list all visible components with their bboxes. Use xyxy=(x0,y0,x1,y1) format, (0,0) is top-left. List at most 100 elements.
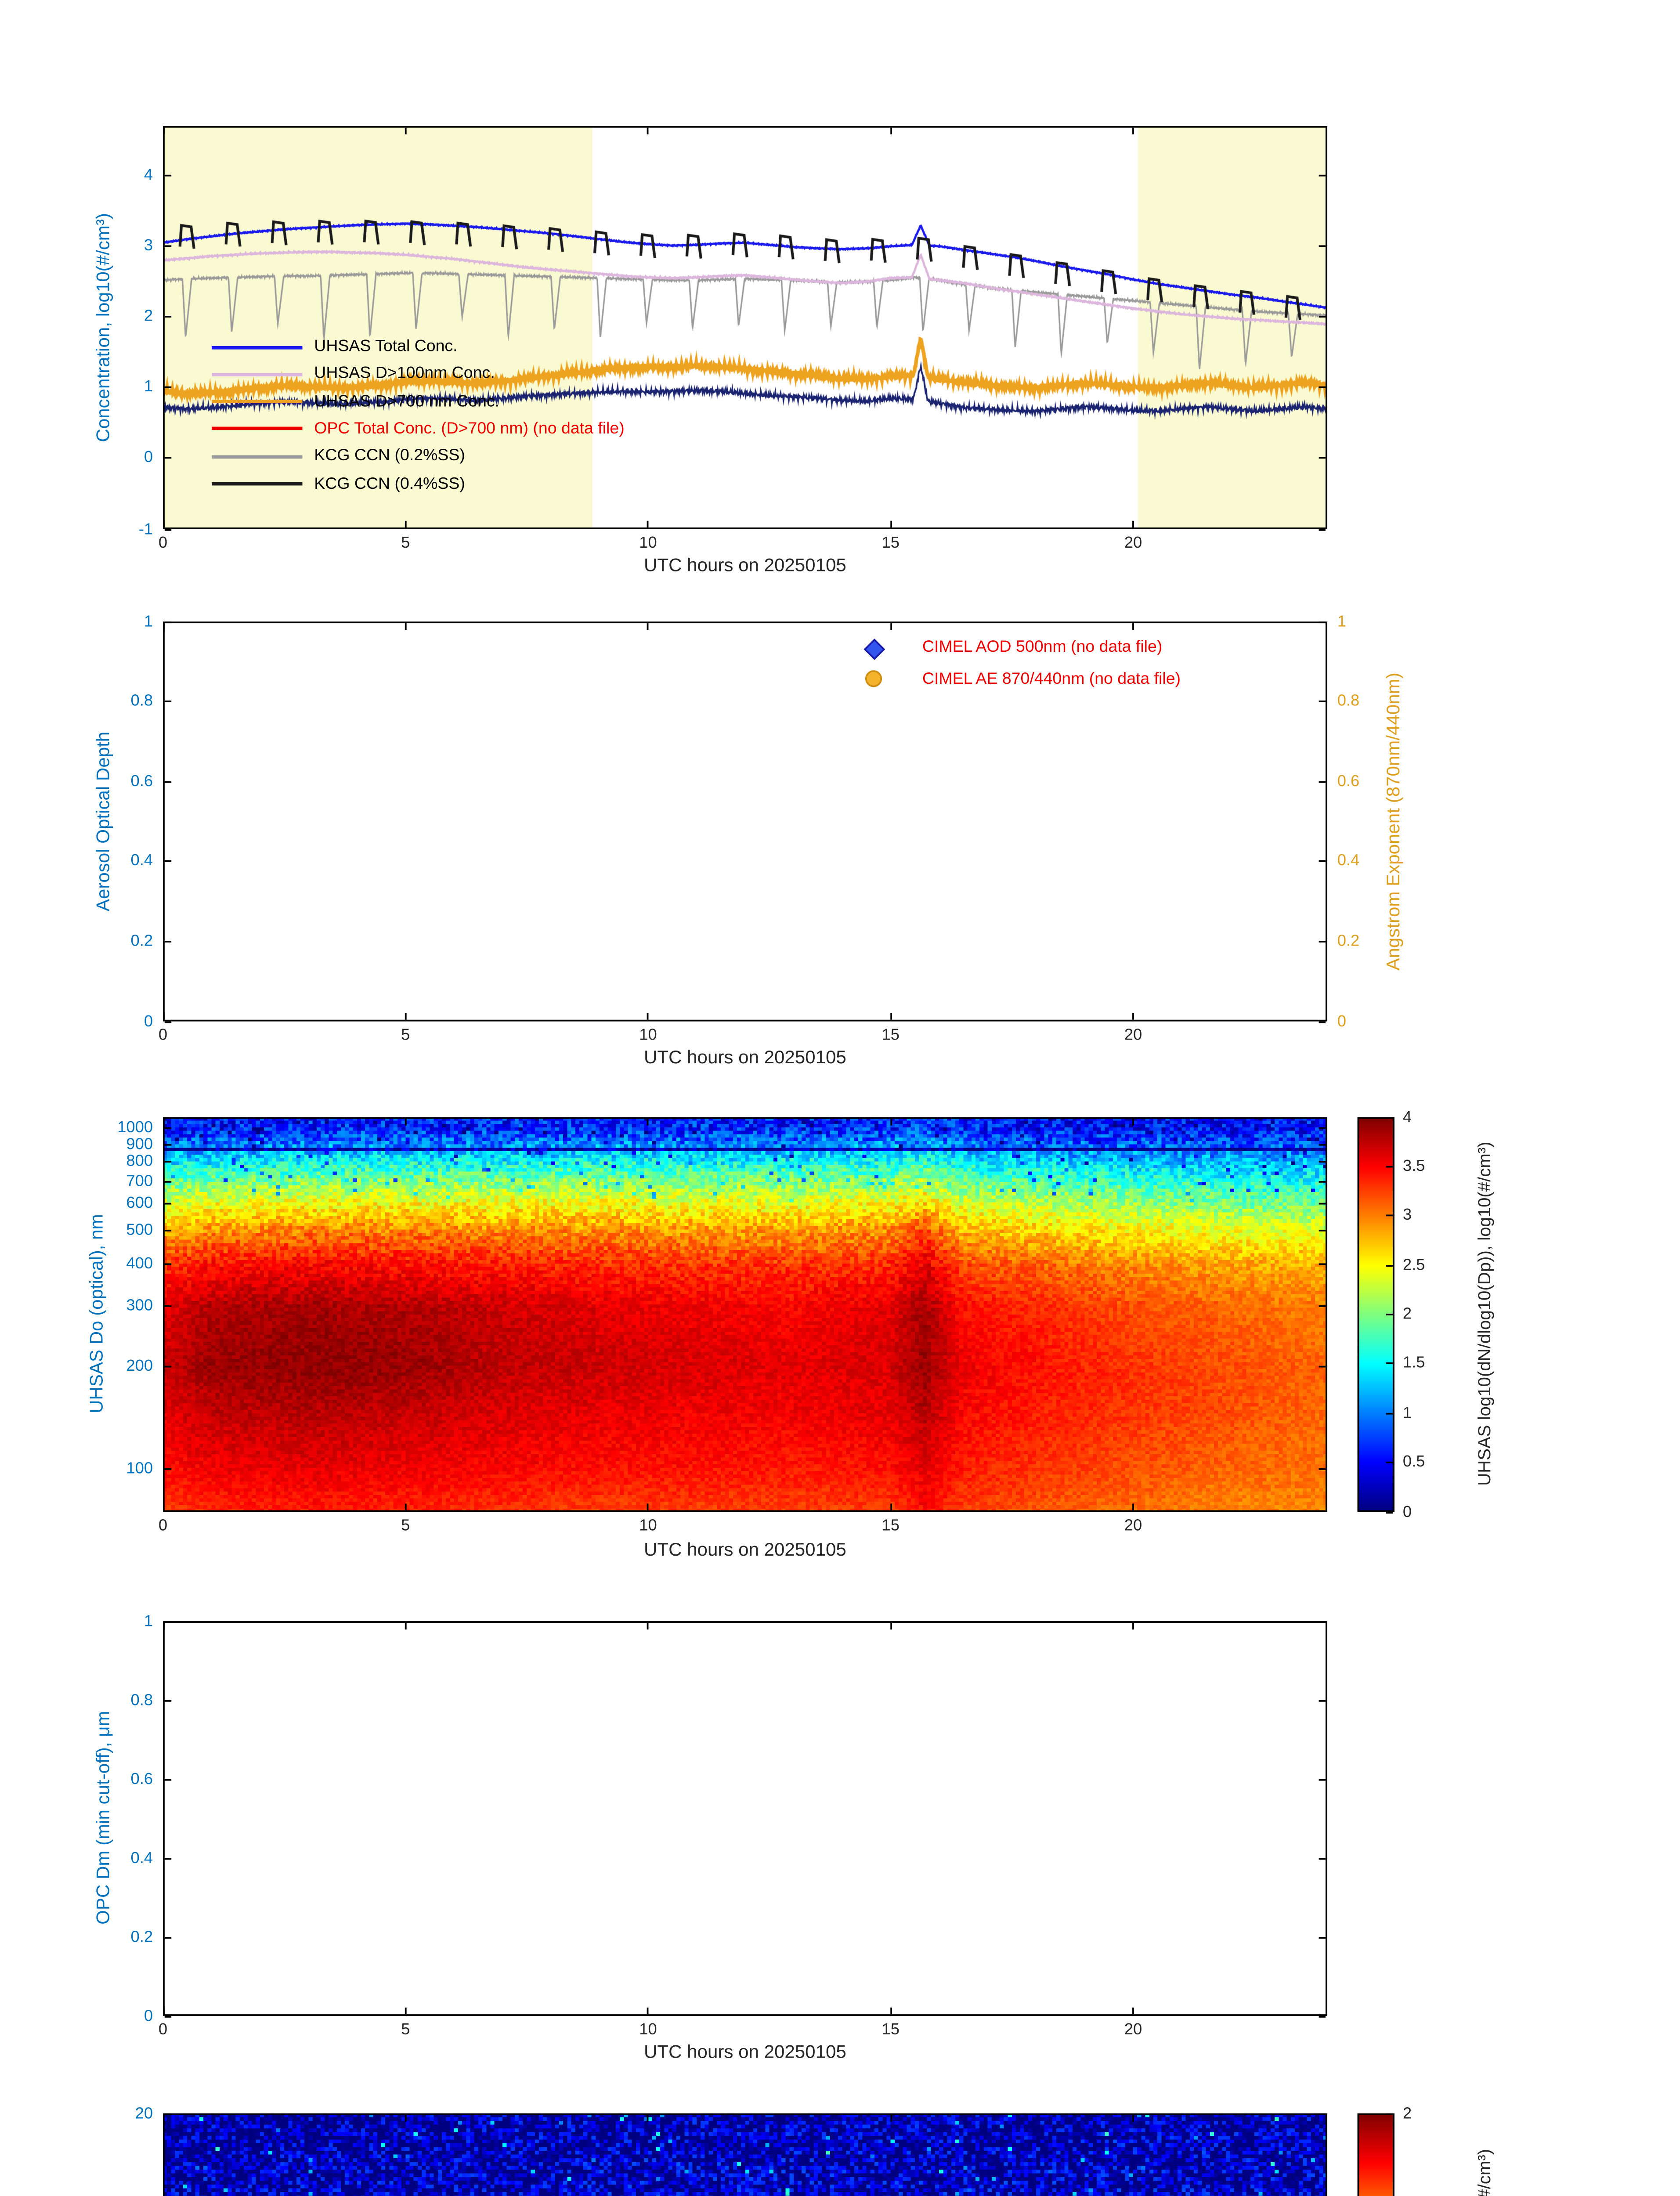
concentration-legend: UHSAS Total Conc. UHSAS D>100nm Conc. UHSA… xyxy=(211,336,649,504)
legend-label: KCG CCN (0.4%SS) xyxy=(314,474,465,493)
colorbar-tick-mark xyxy=(1386,1264,1393,1266)
aps-colorbar-label: APS log10(dN/dlog10(Dp)), log10(#/cm³) xyxy=(1475,2149,1495,2196)
x-tick-mark xyxy=(1132,2115,1134,2122)
y-tick-mark xyxy=(164,1143,172,1145)
y-tick-label: 4 xyxy=(144,166,153,185)
x-tick-mark xyxy=(162,1119,164,1126)
x-tick-label: 5 xyxy=(401,2021,410,2040)
p2-right-y-axis-label: Angstrom Exponent (870nm/440nm) xyxy=(1384,672,1405,971)
colorbar-tick-mark xyxy=(1386,1116,1393,1118)
y-tick-label: 0 xyxy=(144,449,153,468)
y-tick-mark xyxy=(164,528,172,530)
y-tick-label: 0 xyxy=(144,2006,153,2026)
y-tick-mark xyxy=(1319,1778,1326,1780)
x-tick-mark xyxy=(405,1013,407,1020)
y-tick-label: 0.4 xyxy=(130,1849,153,1867)
y-tick-label: 700 xyxy=(126,1172,153,1191)
y-tick-mark xyxy=(1319,2015,1326,2017)
y-tick-label: 0.2 xyxy=(130,932,153,951)
y-tick-label: 0.6 xyxy=(130,772,153,791)
x-tick-label: 5 xyxy=(401,534,410,553)
y-tick-label: 200 xyxy=(126,1357,153,1376)
x-tick-label: 10 xyxy=(639,534,657,553)
x-tick-mark xyxy=(889,623,892,630)
p3-x-axis-label: UTC hours on 20250105 xyxy=(643,1540,846,1561)
y-tick-mark xyxy=(164,621,172,623)
x-tick-label: 10 xyxy=(639,1026,657,1045)
x-tick-mark xyxy=(405,127,407,134)
y-tick-label: 1 xyxy=(144,1612,153,1631)
y-tick-mark xyxy=(164,940,172,943)
x-tick-mark xyxy=(162,1013,164,1020)
right-y-tick-label: 0.4 xyxy=(1337,852,1360,871)
y-tick-mark xyxy=(164,386,172,389)
legend-item: UHSAS Total Conc. xyxy=(211,336,458,358)
colorbar-tick-label: 3.5 xyxy=(1402,1157,1425,1176)
y-tick-mark xyxy=(1319,1699,1326,1701)
y-tick-mark xyxy=(164,701,172,703)
y-tick-mark xyxy=(164,2015,172,2017)
y-tick-mark xyxy=(164,1230,172,1232)
x-tick-mark xyxy=(405,1622,407,1630)
legend-line-sample xyxy=(211,482,303,486)
y-tick-mark xyxy=(164,1203,172,1205)
colorbar-tick-label: 0.5 xyxy=(1402,1453,1425,1472)
x-tick-mark xyxy=(162,127,164,134)
y-tick-mark xyxy=(1319,174,1326,177)
y-tick-label: 1 xyxy=(144,612,153,631)
colorbar-tick-label: 3 xyxy=(1402,1206,1412,1225)
y-tick-mark xyxy=(1319,1366,1326,1368)
y-tick-label: 900 xyxy=(126,1135,153,1154)
x-tick-mark xyxy=(1132,623,1134,630)
y-tick-mark xyxy=(164,316,172,318)
colorbar-tick-label: 2.5 xyxy=(1402,1256,1425,1275)
x-tick-mark xyxy=(889,2115,892,2122)
legend-label: OPC Total Conc. (D>700 nm) (no data file… xyxy=(314,419,625,438)
p2-x-axis-label: UTC hours on 20250105 xyxy=(643,1048,846,1069)
y-tick-mark xyxy=(164,174,172,177)
x-tick-mark xyxy=(1132,1622,1134,1630)
legend-item: UHSAS D>100nm Conc. xyxy=(211,363,495,385)
x-tick-label: 0 xyxy=(158,2021,168,2040)
y-tick-label: 0.8 xyxy=(130,1690,153,1709)
colorbar-tick-label: 1.5 xyxy=(1402,1354,1425,1373)
y-tick-mark xyxy=(164,245,172,247)
x-tick-label: 5 xyxy=(401,1026,410,1045)
right-y-tick-label: 0 xyxy=(1337,1012,1346,1031)
x-tick-mark xyxy=(162,1622,164,1630)
x-tick-mark xyxy=(162,2007,164,2015)
y-tick-mark xyxy=(164,780,172,783)
y-tick-mark xyxy=(1319,860,1326,863)
legend-item: OPC Total Conc. (D>700 nm) (no data file… xyxy=(211,418,625,440)
legend-item: KCG CCN (0.4%SS) xyxy=(211,473,465,495)
colorbar-tick-mark xyxy=(1386,1511,1393,1513)
y-tick-mark xyxy=(164,860,172,863)
x-tick-label: 20 xyxy=(1124,534,1142,553)
y-tick-mark xyxy=(1319,245,1326,247)
y-tick-mark xyxy=(1319,528,1326,530)
y-tick-label: 500 xyxy=(126,1222,153,1241)
x-tick-mark xyxy=(647,2007,649,2015)
legend-item: UHSAS D>700 nm Conc. xyxy=(211,391,499,413)
x-tick-mark xyxy=(405,2115,407,2122)
x-tick-label: 10 xyxy=(639,1517,657,1536)
y-tick-mark xyxy=(164,1127,172,1130)
colorbar-tick-mark xyxy=(1386,2112,1393,2114)
legend-label: KCG CCN (0.2%SS) xyxy=(314,447,465,466)
x-tick-mark xyxy=(405,2007,407,2015)
x-tick-mark xyxy=(647,1503,649,1510)
colorbar-tick-label: 2 xyxy=(1402,1305,1412,1324)
y-tick-mark xyxy=(164,2112,172,2114)
x-tick-mark xyxy=(647,1013,649,1020)
y-tick-mark xyxy=(1319,1127,1326,1130)
y-tick-label: 1000 xyxy=(117,1119,153,1138)
x-tick-mark xyxy=(405,1503,407,1510)
y-tick-mark xyxy=(1319,701,1326,703)
aps-heatmap-canvas xyxy=(163,2113,1327,2196)
x-tick-label: 0 xyxy=(158,534,168,553)
y-tick-label: 3 xyxy=(144,237,153,256)
right-y-tick-label: 1 xyxy=(1337,612,1346,631)
x-tick-label: 15 xyxy=(882,534,900,553)
y-tick-label: 100 xyxy=(126,1460,153,1479)
